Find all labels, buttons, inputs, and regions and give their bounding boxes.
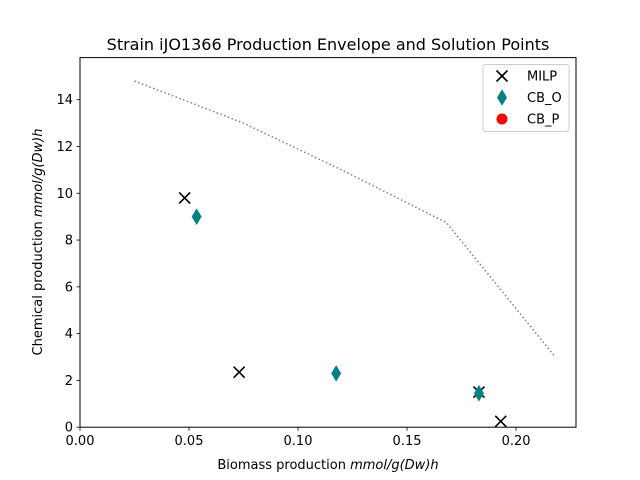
x-tick-label: 0.15 bbox=[393, 434, 422, 449]
plot-area-frame bbox=[79, 57, 577, 428]
production-envelope-line bbox=[134, 80, 556, 358]
x-axis-label-text: Biomass production bbox=[217, 458, 350, 473]
x-axis-label-unit: mmol/g(Dw)h bbox=[350, 458, 439, 473]
y-tick-label: 14 bbox=[56, 93, 73, 108]
legend-marker-cb-o bbox=[497, 89, 507, 106]
y-axis-label: Chemical production mmol/g(Dw)h bbox=[31, 129, 46, 356]
y-axis-label-text: Chemical production bbox=[31, 217, 46, 355]
y-tick-label: 8 bbox=[65, 234, 73, 249]
x-axis-label: Biomass production mmol/g(Dw)h bbox=[217, 458, 438, 473]
legend-label-milp: MILP bbox=[527, 70, 557, 85]
legend-marker-milp bbox=[495, 69, 509, 83]
y-tick-label: 4 bbox=[65, 327, 73, 342]
legend-label-cb-p: CB_P bbox=[527, 113, 559, 128]
y-tick-label: 6 bbox=[65, 280, 73, 295]
legend: MILP CB_O CB_P bbox=[482, 64, 570, 132]
x-tick-label: 0.00 bbox=[66, 434, 95, 449]
cb-o-point bbox=[474, 385, 484, 402]
y-tick-label: 0 bbox=[65, 421, 73, 436]
x-tick-label: 0.20 bbox=[502, 434, 531, 449]
legend-label-cb-o: CB_O bbox=[527, 91, 562, 106]
cb-o-point bbox=[191, 208, 202, 225]
envelope-layer bbox=[134, 80, 556, 358]
points-layer bbox=[178, 191, 507, 428]
milp-point bbox=[494, 415, 507, 428]
x-axis-ticks: 0.00 0.05 0.10 0.15 0.20 bbox=[66, 427, 531, 449]
milp-point bbox=[178, 191, 191, 205]
y-tick-label: 2 bbox=[65, 374, 73, 389]
x-tick-label: 0.05 bbox=[175, 434, 204, 449]
legend-marker-cb-p bbox=[496, 113, 508, 125]
cb-o-point bbox=[331, 365, 342, 382]
y-axis-ticks: 0 2 4 6 8 10 12 14 bbox=[56, 93, 80, 436]
milp-point bbox=[233, 366, 246, 379]
y-tick-label: 12 bbox=[56, 140, 73, 155]
chart-title: Strain iJO1366 Production Envelope and S… bbox=[107, 35, 550, 54]
y-axis-label-unit: mmol/g(Dw)h bbox=[31, 129, 46, 218]
y-tick-label: 10 bbox=[56, 187, 73, 202]
legend-entries: MILP CB_O CB_P bbox=[495, 69, 562, 128]
x-tick-label: 0.10 bbox=[284, 434, 313, 449]
